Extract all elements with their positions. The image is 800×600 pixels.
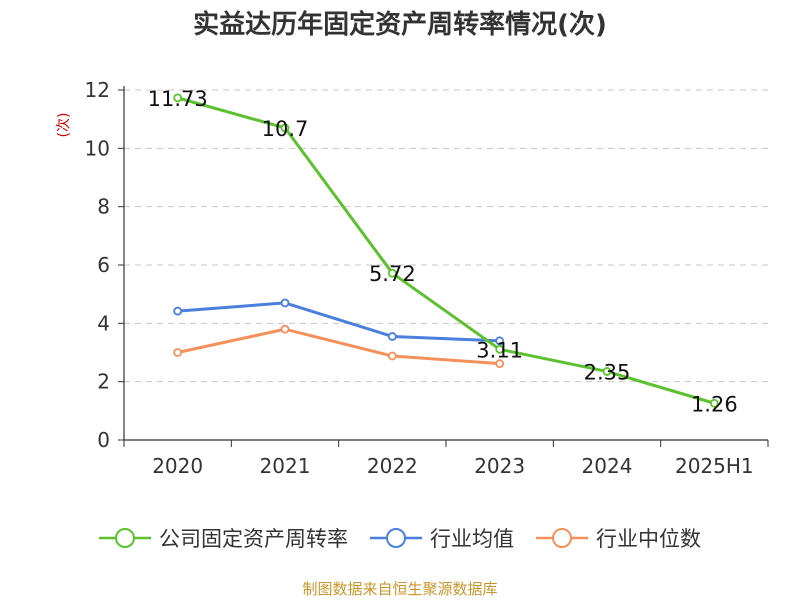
x-tick-label: 2021 <box>260 454 311 478</box>
legend-label: 行业均值 <box>430 527 514 551</box>
x-tick-label: 2024 <box>582 454 633 478</box>
legend: 公司固定资产周转率 行业均值 行业中位数 <box>99 527 701 551</box>
data-label: 11.73 <box>148 87 208 111</box>
x-tick-label: 2022 <box>367 454 418 478</box>
data-point[interactable] <box>495 336 505 346</box>
series-line <box>176 301 502 343</box>
data-point[interactable] <box>387 332 397 341</box>
source-note: 制图数据来自恒生聚源数据库 <box>302 580 498 598</box>
data-point[interactable] <box>280 298 290 308</box>
data-point[interactable] <box>709 398 719 408</box>
x-tick-label: 2025H1 <box>675 454 754 478</box>
grid-lines <box>124 89 768 383</box>
data-point[interactable] <box>280 324 290 334</box>
series-line <box>176 327 502 366</box>
y-axis-title: (次) <box>56 113 72 138</box>
y-tick-label: 4 <box>97 311 110 335</box>
legend-item[interactable]: 行业均值 <box>370 527 514 551</box>
legend-label: 行业中位数 <box>596 527 701 551</box>
data-point[interactable] <box>495 344 505 354</box>
data-label: 1.26 <box>691 392 738 416</box>
y-tick-label: 0 <box>97 428 110 452</box>
data-label: 3.11 <box>476 338 523 362</box>
legend-item[interactable]: 行业中位数 <box>536 527 701 551</box>
data-point[interactable] <box>602 367 612 376</box>
x-tick-label: 2023 <box>474 454 525 478</box>
legend-marker-icon <box>115 528 135 548</box>
series-lines <box>173 93 719 408</box>
data-point[interactable] <box>387 351 397 361</box>
x-tick-label: 2020 <box>152 454 203 478</box>
y-tick-label: 6 <box>97 253 110 277</box>
data-point[interactable] <box>173 93 183 103</box>
legend-item[interactable]: 公司固定资产周转率 <box>99 527 348 551</box>
data-labels: 11.73 10.7 5.72 3.11 2.35 1.26 <box>148 87 738 416</box>
data-point[interactable] <box>173 306 183 316</box>
data-label: 5.72 <box>369 262 416 286</box>
legend-label: 公司固定资产周转率 <box>159 527 348 551</box>
data-point[interactable] <box>173 348 183 357</box>
data-label: 2.35 <box>584 360 631 384</box>
series-line <box>176 96 716 405</box>
y-tick-label: 10 <box>85 136 110 160</box>
data-label: 10.7 <box>262 117 309 141</box>
axes: 0 2 4 6 8 10 12 2020 2021 2022 2023 2024 2025H1 <box>85 78 769 478</box>
y-tick-label: 12 <box>85 78 110 102</box>
legend-marker-icon <box>552 528 572 548</box>
data-point[interactable] <box>387 268 397 278</box>
chart-title: 实益达历年固定资产周转率情况(次) <box>193 10 607 40</box>
legend-marker-icon <box>386 528 406 548</box>
data-point[interactable] <box>495 359 505 368</box>
y-tick-label: 8 <box>97 195 110 219</box>
y-tick-label: 2 <box>97 370 110 394</box>
data-point[interactable] <box>280 123 290 133</box>
